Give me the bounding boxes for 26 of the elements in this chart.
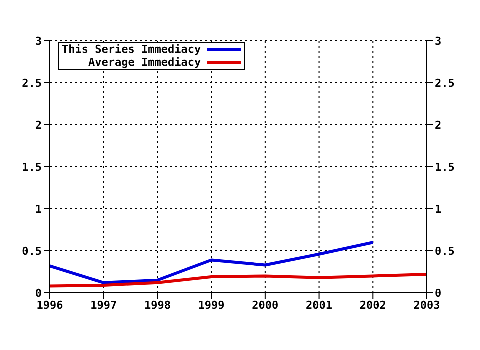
y2-tick-label: 2.5: [435, 76, 455, 90]
line-series: [50, 241, 375, 284]
x-tick-label: 1998: [144, 298, 171, 312]
x-tick-label: 2003: [414, 298, 440, 312]
legend-label: Average Immediacy: [88, 56, 202, 69]
y2-tick-label: 0.5: [435, 244, 455, 258]
y-tick-label: 1: [35, 202, 42, 216]
legend-label: This Series Immediacy: [62, 43, 202, 56]
x-tick-label: 2000: [252, 298, 279, 312]
y2-tick-label: 3: [435, 34, 442, 48]
y2-tick-label: 0: [435, 286, 442, 300]
x-tick-label: 1999: [198, 298, 225, 312]
y-tick-label: 1.5: [22, 160, 42, 174]
y2-tick-label: 1.5: [435, 160, 455, 174]
x-tick-label: 2001: [306, 298, 333, 312]
x-tick-label: 2002: [360, 298, 386, 312]
y-tick-label: 2.5: [22, 76, 42, 90]
x-tick-label: 1996: [36, 298, 64, 312]
y-tick-label: 3: [35, 34, 42, 48]
y-tick-label: 2: [35, 118, 42, 132]
line-series: [50, 273, 427, 288]
x-tick-label: 1997: [90, 298, 118, 312]
y2-tick-label: 2: [435, 118, 442, 132]
y-tick-label: 0.5: [22, 244, 42, 258]
y2-tick-label: 1: [435, 202, 442, 216]
y-tick-label: 0: [35, 286, 42, 300]
